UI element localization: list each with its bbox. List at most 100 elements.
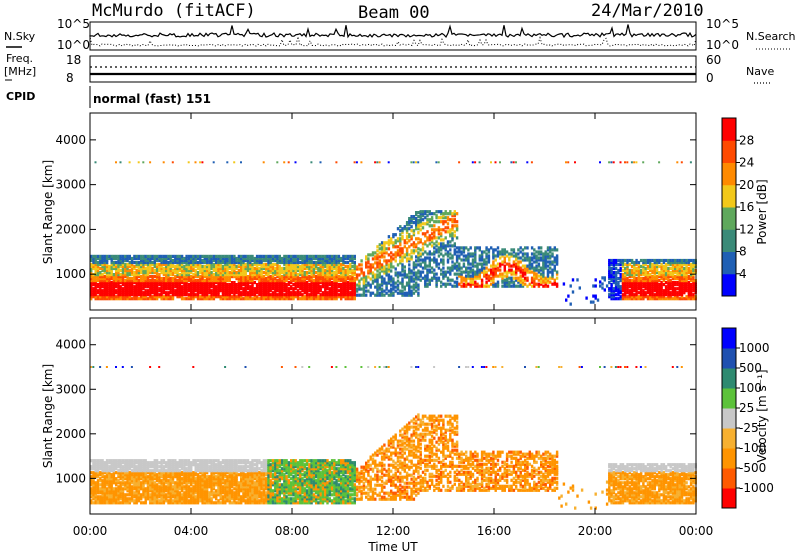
- data-cell: [517, 256, 520, 260]
- data-cell: [201, 279, 204, 283]
- data-cell: [383, 243, 386, 247]
- data-cell: [290, 291, 293, 295]
- data-cell: [267, 293, 270, 297]
- data-cell: [165, 264, 168, 269]
- data-cell: [353, 266, 356, 271]
- data-cell: [685, 266, 688, 271]
- data-cell: [142, 293, 145, 297]
- data-cell: [510, 270, 513, 274]
- data-cell: [187, 297, 191, 301]
- data-cell: [274, 273, 277, 277]
- data-cell: [628, 285, 631, 289]
- data-cell: [458, 254, 461, 258]
- data-cell: [283, 266, 286, 271]
- data-cell: [133, 271, 136, 275]
- data-cell: [435, 210, 438, 214]
- data-cell: [310, 260, 313, 265]
- data-cell: [301, 279, 304, 283]
- data-cell: [330, 275, 334, 279]
- data-cell: [467, 272, 470, 276]
- data-cell: [337, 285, 341, 289]
- data-cell: [599, 161, 601, 164]
- data-cell: [215, 266, 218, 271]
- data-cell: [417, 221, 420, 225]
- data-cell: [376, 273, 379, 277]
- data-cell: [449, 230, 452, 234]
- data-cell: [569, 284, 572, 288]
- data-cell: [642, 268, 645, 273]
- data-cell: [655, 297, 659, 301]
- data-cell: [126, 281, 129, 285]
- data-cell: [226, 289, 229, 293]
- data-cell: [146, 277, 150, 281]
- data-cell: [569, 302, 572, 306]
- data-cell: [265, 271, 268, 275]
- data-cell: [301, 287, 304, 291]
- data-cell: [408, 291, 411, 295]
- data-cell: [165, 279, 168, 283]
- data-cell: [101, 459, 104, 463]
- nave-tick-top: 60: [706, 53, 721, 67]
- data-cell: [246, 293, 250, 297]
- data-cell: [510, 276, 513, 280]
- data-cell: [185, 256, 188, 261]
- data-cell: [190, 275, 193, 279]
- data-cell: [203, 283, 206, 287]
- data-cell: [458, 266, 461, 270]
- data-cell: [90, 268, 93, 273]
- data-cell: [317, 256, 320, 261]
- data-cell: [519, 266, 522, 270]
- data-cell: [185, 283, 188, 287]
- data-cell: [403, 273, 406, 277]
- data-cell: [653, 268, 656, 273]
- data-cell: [258, 277, 261, 281]
- data-cell: [515, 161, 517, 164]
- data-cell: [678, 266, 681, 271]
- data-cell: [180, 258, 184, 263]
- data-cell: [192, 262, 195, 267]
- data-cell: [276, 256, 279, 261]
- data-cell: [249, 277, 252, 281]
- data-cell: [258, 285, 261, 289]
- data-cell: [153, 264, 156, 269]
- data-cell: [355, 275, 359, 279]
- data-cell: [392, 245, 395, 249]
- data-cell: [280, 285, 284, 289]
- data-cell: [258, 281, 261, 285]
- data-cell: [271, 293, 275, 297]
- data-cell: [299, 273, 302, 277]
- data-cell: [94, 287, 97, 291]
- data-cell: [344, 264, 347, 269]
- data-cell: [360, 277, 363, 281]
- data-cell: [267, 266, 270, 271]
- data-cell: [242, 271, 245, 275]
- data-cell: [476, 270, 479, 274]
- data-cell: [417, 251, 420, 255]
- data-cell: [399, 239, 402, 243]
- data-cell: [135, 293, 138, 297]
- data-cell: [167, 287, 170, 291]
- data-cell: [90, 481, 93, 485]
- data-cell: [644, 258, 647, 263]
- data-cell: [676, 281, 679, 285]
- data-cell: [330, 285, 334, 289]
- data-cell: [449, 252, 452, 256]
- data-cell: [183, 273, 186, 277]
- data-cell: [196, 264, 200, 269]
- data-cell: [462, 258, 466, 262]
- data-cell: [112, 281, 116, 285]
- data-cell: [165, 258, 168, 263]
- data-cell: [219, 279, 222, 283]
- data-cell: [146, 279, 150, 283]
- data-cell: [140, 262, 143, 267]
- data-cell: [380, 291, 384, 295]
- data-cell: [180, 260, 184, 265]
- data-cell: [374, 273, 377, 277]
- data-cell: [403, 245, 406, 249]
- data-cell: [130, 366, 133, 368]
- data-cell: [387, 289, 391, 293]
- data-cell: [212, 254, 216, 258]
- data-cell: [421, 242, 425, 246]
- data-cell: [185, 268, 188, 273]
- data-cell: [419, 220, 422, 224]
